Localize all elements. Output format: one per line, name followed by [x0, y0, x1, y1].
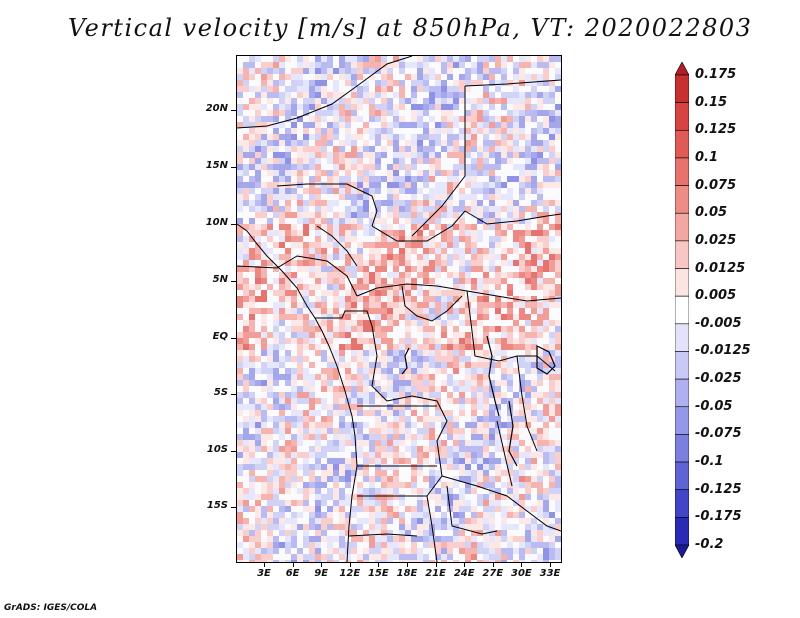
- lat-tick: [231, 338, 236, 339]
- lon-tick: [321, 563, 323, 567]
- lat-tick: [231, 110, 236, 111]
- colorbar-swatch: [675, 268, 689, 297]
- colorbar-label: 0.05: [695, 205, 728, 221]
- colorbar-swatch: [675, 62, 689, 76]
- lat-tick: [231, 507, 236, 508]
- colorbar-label: 0.15: [695, 94, 728, 110]
- colorbar: [675, 62, 689, 558]
- lon-label: 27E: [482, 568, 504, 579]
- lat-label: 20N: [205, 103, 228, 114]
- lon-tick: [464, 563, 466, 567]
- lat-label: 15S: [206, 500, 228, 511]
- lon-label: 18E: [396, 568, 418, 579]
- lon-tick: [492, 563, 494, 567]
- lat-tick: [231, 224, 236, 225]
- colorbar-swatch: [675, 544, 689, 558]
- colorbar-label: 0.005: [695, 288, 737, 304]
- lat-tick: [231, 394, 236, 395]
- colorbar-swatch: [675, 434, 689, 463]
- colorbar-swatch: [675, 378, 689, 408]
- colorbar-label: -0.0125: [695, 343, 751, 359]
- colorbar-label: 0.125: [695, 122, 737, 138]
- colorbar-swatch: [675, 323, 689, 352]
- lat-label: 5S: [213, 387, 228, 398]
- lon-label: 6E: [285, 568, 300, 579]
- lon-label: 30E: [511, 568, 532, 579]
- velocity-map: [236, 55, 562, 563]
- lon-tick: [550, 563, 551, 567]
- lat-tick: [231, 451, 236, 452]
- colorbar-label: -0.175: [695, 509, 742, 525]
- colorbar-swatch: [675, 295, 689, 325]
- lat-tick: [231, 281, 236, 282]
- lat-label: 10N: [205, 217, 228, 228]
- colorbar-swatch: [675, 157, 689, 186]
- velocity-field: [237, 56, 561, 562]
- colorbar-label: -0.125: [695, 481, 742, 497]
- lat-label: 15N: [205, 160, 228, 171]
- lon-tick: [292, 563, 294, 567]
- colorbar-label: -0.2: [695, 537, 724, 552]
- lon-label: 21E: [425, 568, 446, 579]
- colorbar-swatch: [675, 74, 689, 103]
- colorbar-swatch: [675, 517, 689, 546]
- lon-label: 9E: [314, 568, 329, 579]
- lon-tick: [349, 563, 351, 567]
- colorbar-swatch: [675, 461, 689, 491]
- colorbar-label: 0.175: [695, 67, 737, 82]
- lat-label: EQ: [212, 331, 228, 342]
- lat-label: 5N: [212, 274, 228, 285]
- colorbar-swatch: [675, 351, 689, 380]
- colorbar-swatch: [675, 102, 689, 131]
- lon-label: 15E: [368, 568, 389, 579]
- lon-label: 3E: [257, 568, 271, 579]
- colorbar-label: 0.075: [695, 177, 737, 193]
- lon-label: 33E: [539, 568, 561, 579]
- lon-tick: [264, 563, 265, 567]
- map-title: Vertical velocity [m/s] at 850hPa, VT: 2…: [68, 14, 753, 42]
- colorbar-label: -0.05: [695, 398, 733, 414]
- colorbar-label: -0.005: [695, 315, 742, 331]
- lon-tick: [521, 563, 523, 567]
- grads-credit: GrADS: IGES/COLA: [4, 603, 98, 613]
- colorbar-label: 0.0125: [695, 260, 746, 276]
- lon-tick: [435, 563, 437, 567]
- lon-label: 12E: [339, 568, 361, 579]
- colorbar-swatch: [675, 240, 689, 269]
- lon-label: 24E: [453, 568, 475, 579]
- country-borders: [237, 56, 561, 562]
- colorbar-label: -0.025: [695, 371, 742, 387]
- colorbar-label: 0.025: [695, 232, 737, 248]
- colorbar-swatch: [675, 129, 689, 159]
- colorbar-label: 0.1: [695, 149, 719, 165]
- lat-label: 10S: [206, 444, 228, 455]
- colorbar-swatch: [675, 212, 689, 242]
- lon-tick: [407, 563, 408, 567]
- colorbar-swatch: [675, 489, 689, 518]
- colorbar-label: -0.1: [695, 454, 724, 470]
- lat-tick: [231, 167, 236, 168]
- lon-tick: [378, 563, 380, 567]
- colorbar-label: -0.075: [695, 426, 742, 442]
- colorbar-swatch: [675, 406, 689, 435]
- colorbar-swatch: [675, 185, 689, 214]
